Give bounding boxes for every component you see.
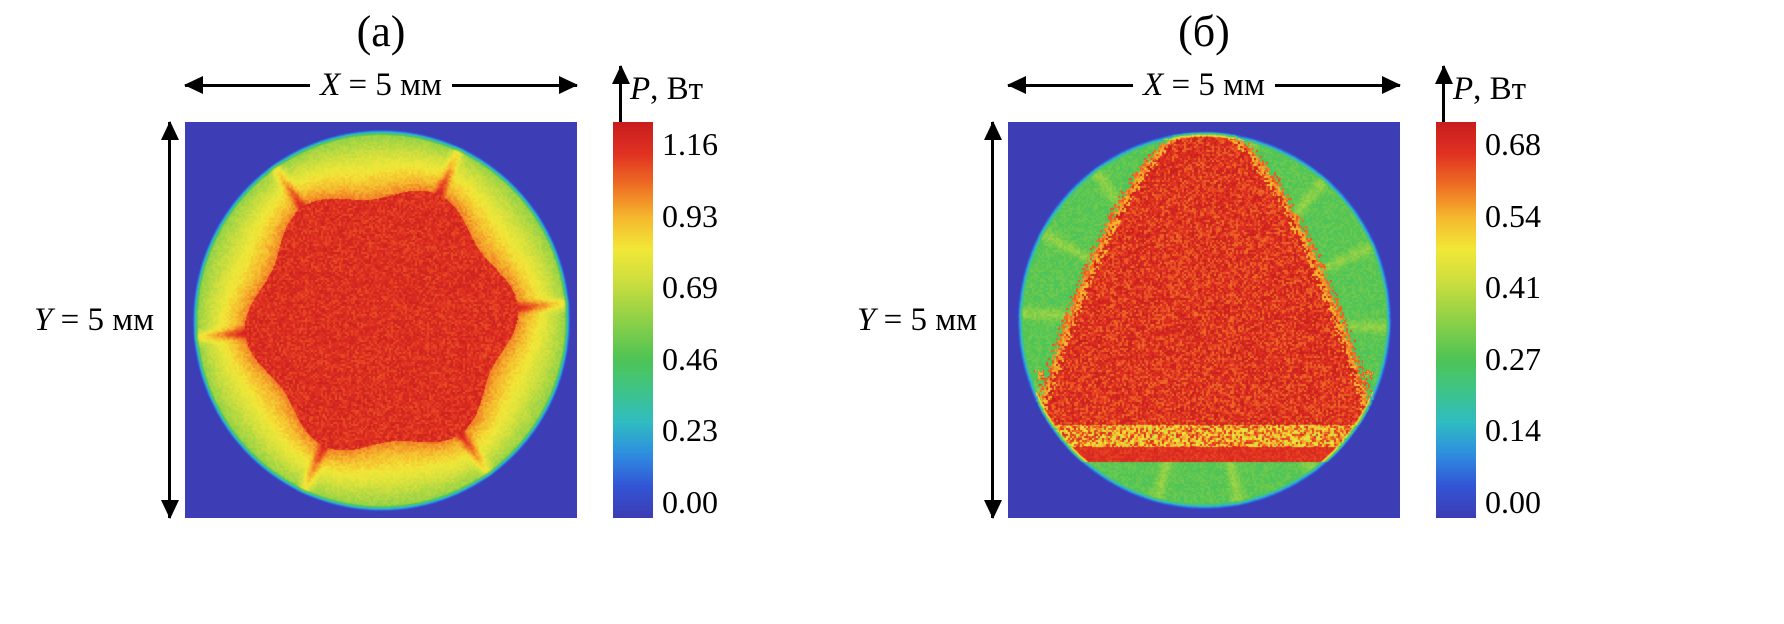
colorbar-tick: 0.46: [662, 340, 718, 377]
arrow-vertical-icon: [991, 122, 994, 518]
panel-title: (а): [356, 7, 406, 56]
x-extent-arrow: X = 5 мм: [1008, 60, 1400, 122]
colorbar-label: P, Вт: [630, 71, 703, 108]
y-var: Y: [34, 301, 53, 338]
panel-title: (б): [1178, 7, 1230, 56]
arrow-left-icon: [1008, 83, 1134, 87]
colorbar-canvas: [1436, 122, 1476, 518]
colorbar-tick: 0.27: [1485, 340, 1541, 377]
colorbar-tick: 0.41: [1485, 269, 1541, 306]
colorbar-tick: 0.14: [1485, 412, 1541, 449]
colorbar-label: P, Вт: [1453, 71, 1526, 108]
x-rest: = 5 мм: [340, 66, 442, 103]
x-rest: = 5 мм: [1163, 66, 1265, 103]
panel: (б) X = 5 мм Y = 5 мм P, Вт 0.68 0.54 0.…: [853, 6, 1586, 518]
arrow-left-icon: [185, 83, 311, 87]
arrow-right-icon: [1274, 83, 1400, 87]
y-extent-arrow: Y = 5 мм: [853, 122, 1008, 518]
y-extent-arrow: Y = 5 мм: [30, 122, 185, 518]
p-var: P: [1453, 71, 1474, 107]
y-rest: = 5 мм: [52, 301, 154, 338]
colorbar-tick: 0.23: [662, 412, 718, 449]
heatmap-canvas: [185, 122, 577, 518]
x-var: X: [320, 66, 341, 103]
colorbar-tick: 0.54: [1485, 197, 1541, 234]
x-axis-label: X = 5 мм: [1143, 67, 1265, 104]
figure: (а) X = 5 мм Y = 5 мм P, Вт 1.16 0.93 0.…: [0, 0, 1784, 518]
y-axis-label: Y = 5 мм: [34, 302, 154, 339]
colorbar-tick: 0.93: [662, 197, 718, 234]
x-extent-arrow: X = 5 мм: [185, 60, 577, 122]
colorbar-tick: 0.68: [1485, 126, 1541, 162]
arrow-up-icon: [1442, 66, 1445, 122]
arrow-up-icon: [619, 66, 622, 122]
colorbar-tick: 0.00: [662, 483, 718, 520]
arrow-vertical-icon: [168, 122, 171, 518]
colorbar-ticks: 0.68 0.54 0.41 0.27 0.14 0.00: [1476, 122, 1586, 518]
y-rest: = 5 мм: [875, 301, 977, 338]
x-var: X: [1143, 66, 1164, 103]
colorbar-ticks: 1.16 0.93 0.69 0.46 0.23 0.00: [653, 122, 763, 518]
x-axis-label: X = 5 мм: [320, 67, 442, 104]
p-rest: , Вт: [1473, 71, 1527, 107]
y-axis-label: Y = 5 мм: [857, 302, 977, 339]
p-var: P: [630, 71, 651, 107]
colorbar-canvas: [613, 122, 653, 518]
colorbar-tick: 1.16: [662, 126, 718, 162]
colorbar-tick: 0.69: [662, 269, 718, 306]
colorbar-header: P, Вт: [613, 6, 763, 122]
colorbar-header: P, Вт: [1436, 6, 1586, 122]
heatmap-canvas: [1008, 122, 1400, 518]
panel: (а) X = 5 мм Y = 5 мм P, Вт 1.16 0.93 0.…: [30, 6, 763, 518]
p-rest: , Вт: [650, 71, 704, 107]
colorbar-tick: 0.00: [1485, 483, 1541, 520]
y-var: Y: [857, 301, 876, 338]
arrow-right-icon: [451, 83, 577, 87]
